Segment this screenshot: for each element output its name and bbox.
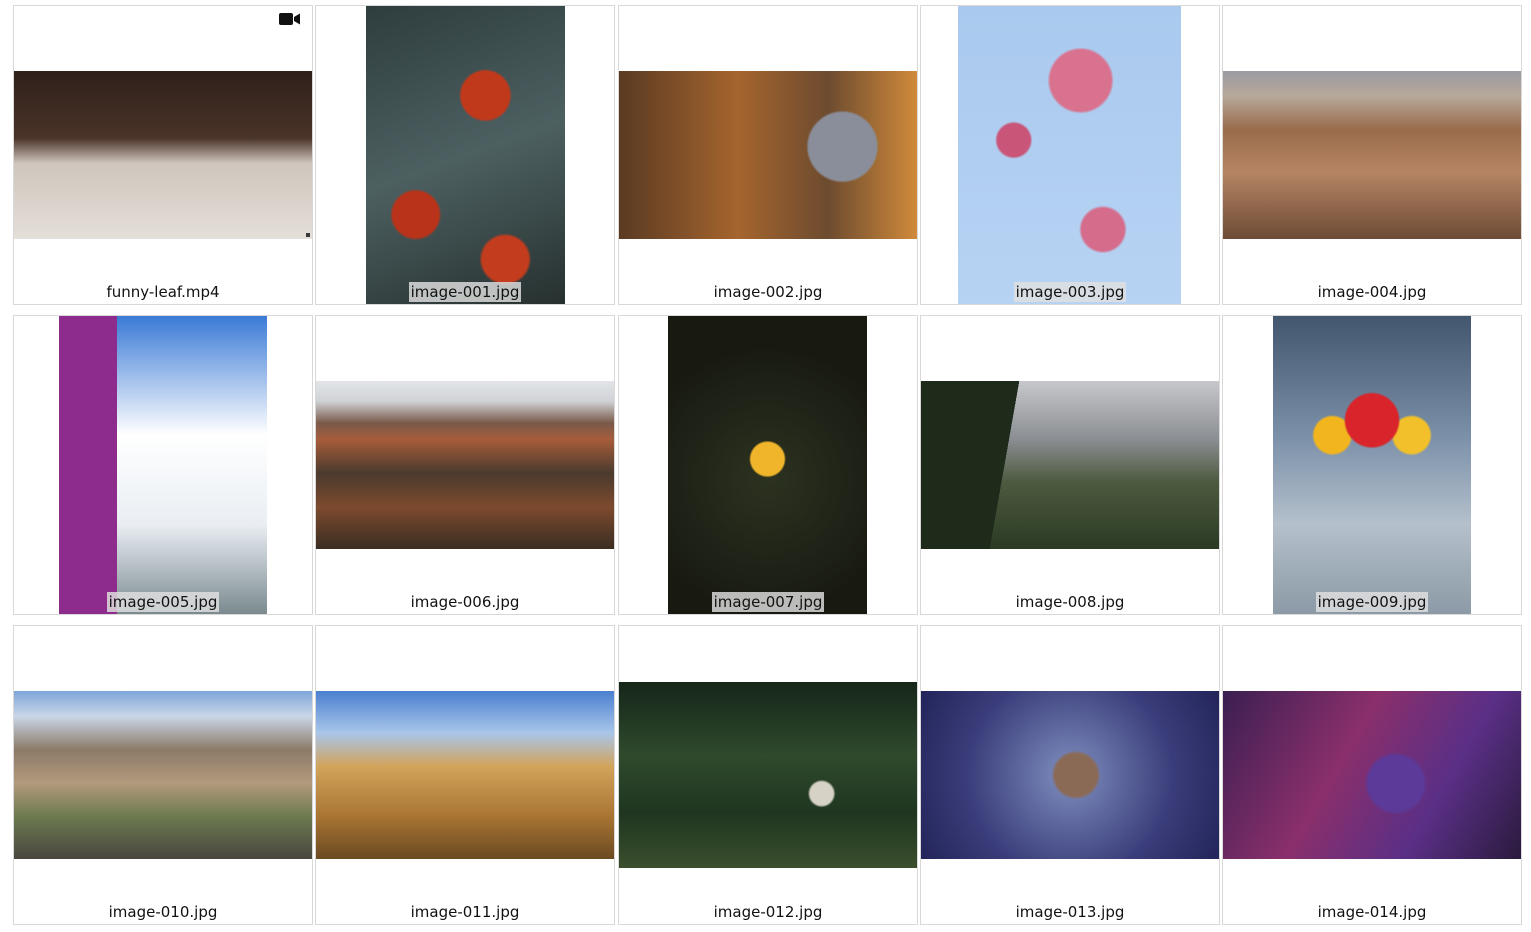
image-tile[interactable]: image-004.jpg [1222,5,1522,305]
thumbnail-image [1223,71,1521,239]
filename-text: image-006.jpg [410,593,520,611]
filename-text: image-002.jpg [713,283,823,301]
image-tile[interactable]: image-006.jpg [315,315,615,615]
filename-label: image-008.jpg [921,593,1219,611]
image-tile[interactable]: image-005.jpg [13,315,313,615]
thumbnail-image [921,381,1219,549]
filename-text: image-008.jpg [1015,593,1125,611]
image-tile[interactable]: image-009.jpg [1222,315,1522,615]
thumbnail-image [1223,691,1521,859]
filename-label: image-006.jpg [316,593,614,611]
image-tile[interactable]: image-010.jpg [13,625,313,925]
filename-label: image-004.jpg [1223,283,1521,301]
filename-label: image-009.jpg [1223,592,1521,612]
image-tile[interactable]: image-011.jpg [315,625,615,925]
filename-label: image-014.jpg [1223,903,1521,921]
image-tile[interactable]: image-008.jpg [920,315,1220,615]
thumbnail-image [14,691,312,859]
filename-text: image-011.jpg [410,903,520,921]
thumbnail-image [619,682,917,868]
filename-text: image-007.jpg [711,592,825,612]
filename-label: image-002.jpg [619,283,917,301]
thumbnail-image [619,71,917,239]
filename-text: image-012.jpg [713,903,823,921]
thumbnail-corner-mark [306,233,310,237]
filename-text: image-009.jpg [1315,592,1429,612]
thumbnail-image [316,381,614,549]
image-tile[interactable]: image-007.jpg [618,315,918,615]
thumbnail-image [1273,316,1471,614]
video-camera-icon [279,13,300,25]
thumbnail-image [921,691,1219,859]
filename-text: image-010.jpg [108,903,218,921]
thumbnail-image [366,6,565,304]
filename-label: image-012.jpg [619,903,917,921]
filename-label: image-010.jpg [14,903,312,921]
image-tile[interactable]: image-003.jpg [920,5,1220,305]
filename-text: image-001.jpg [408,282,522,302]
filename-label: image-003.jpg [921,282,1219,302]
image-tile[interactable]: image-002.jpg [618,5,918,305]
thumbnail-image [316,691,614,859]
filename-label: image-001.jpg [316,282,614,302]
filename-text: image-013.jpg [1015,903,1125,921]
thumbnail-image [958,6,1181,304]
video-tile[interactable]: funny-leaf.mp4 [13,5,313,305]
image-tile[interactable]: image-012.jpg [618,625,918,925]
thumbnail-image [14,71,312,239]
thumbnail-image [59,316,267,614]
filename-text: image-005.jpg [106,592,220,612]
thumbnail-image [668,316,867,614]
filename-label: funny-leaf.mp4 [14,283,312,301]
filename-text: image-014.jpg [1317,903,1427,921]
filename-text: funny-leaf.mp4 [106,283,220,301]
filename-text: image-004.jpg [1317,283,1427,301]
image-tile[interactable]: image-014.jpg [1222,625,1522,925]
image-tile[interactable]: image-001.jpg [315,5,615,305]
filename-label: image-011.jpg [316,903,614,921]
filename-label: image-013.jpg [921,903,1219,921]
filename-label: image-007.jpg [619,592,917,612]
filename-text: image-003.jpg [1013,282,1127,302]
image-tile[interactable]: image-013.jpg [920,625,1220,925]
filename-label: image-005.jpg [14,592,312,612]
